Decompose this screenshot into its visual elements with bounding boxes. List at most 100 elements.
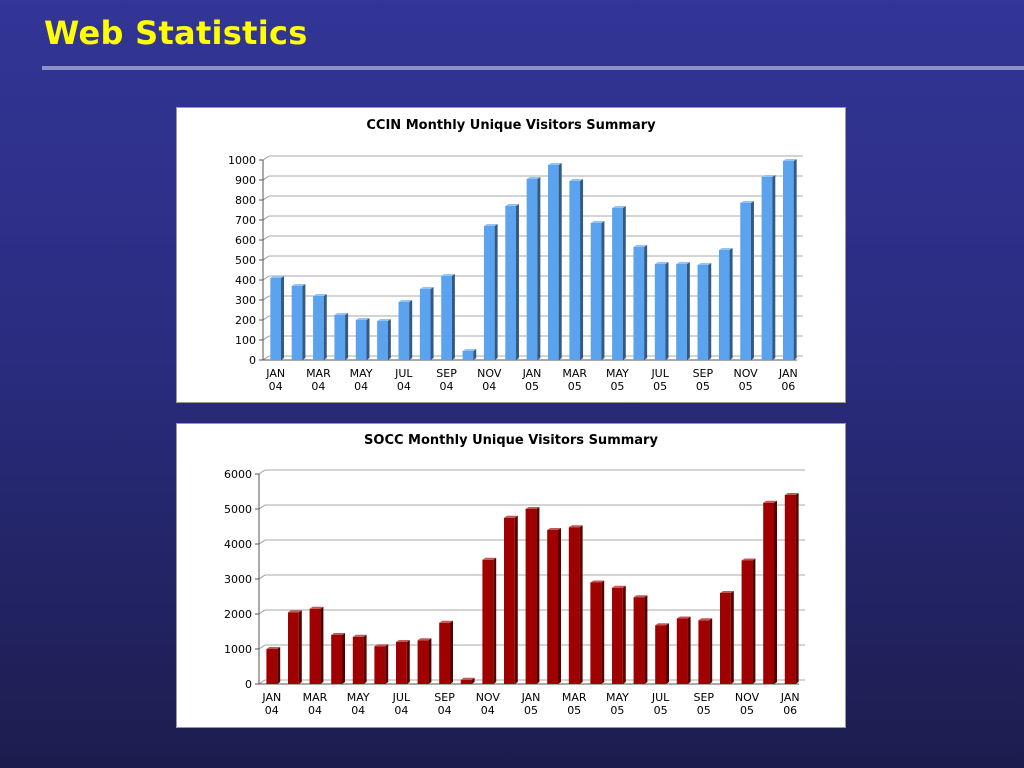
- y-tick-label: 500: [235, 254, 256, 267]
- bar-top: [740, 201, 754, 203]
- x-tick-year: 04: [354, 380, 368, 393]
- x-tick-month: MAY: [350, 367, 373, 380]
- bar-jan-06: [782, 159, 797, 360]
- ccin-visitors-chart: CCIN Monthly Unique Visitors Summary 0 100…: [228, 118, 803, 393]
- bar-front: [309, 608, 321, 684]
- bar-sep-05: [697, 263, 712, 360]
- x-tick-label: SEP 04: [434, 691, 455, 717]
- bar-front: [590, 223, 602, 360]
- bar-top: [590, 221, 605, 223]
- bar-side: [366, 318, 370, 360]
- x-tick-month: NOV: [477, 367, 502, 380]
- bar-side: [494, 224, 498, 360]
- x-tick-year: 04: [438, 704, 452, 717]
- bar-front: [439, 622, 450, 684]
- bar-side: [601, 221, 605, 360]
- bar-top: [504, 515, 518, 518]
- x-tick-year: 05: [610, 380, 624, 393]
- bar-front: [352, 636, 364, 684]
- bar-jan-04: [266, 647, 281, 684]
- bar-side: [795, 493, 799, 684]
- bar-top: [763, 500, 777, 503]
- bar-top: [396, 640, 410, 642]
- bar-apr-05: [590, 221, 605, 360]
- x-tick-year: 05: [654, 704, 668, 717]
- bar-front: [334, 315, 346, 360]
- bar-side: [451, 274, 455, 360]
- bar-side: [687, 616, 691, 684]
- bar-front: [740, 203, 751, 360]
- x-tick-label: NOV 05: [733, 367, 758, 393]
- bar-may-05: [612, 585, 626, 684]
- bar-top: [633, 245, 648, 247]
- bar-nov-04: [482, 557, 497, 684]
- bar-jan-06: [784, 493, 799, 684]
- bar-side: [579, 525, 583, 684]
- x-tick-label: SEP 05: [693, 367, 714, 393]
- bar-top: [633, 595, 648, 598]
- bar-sep-04: [441, 274, 455, 360]
- y-tick-label: 5000: [224, 503, 252, 516]
- bar-front: [291, 286, 303, 360]
- bar-side: [471, 677, 475, 684]
- bar-side: [493, 557, 497, 684]
- bar-sep-04: [439, 620, 453, 684]
- bar-side: [430, 287, 434, 360]
- x-tick-month: MAR: [562, 367, 587, 380]
- gridline-depth: [262, 235, 270, 241]
- bar-oct-04: [462, 349, 477, 360]
- x-tick-year: 05: [696, 380, 710, 393]
- bar-top: [612, 585, 626, 588]
- x-tick-year: 04: [265, 704, 279, 717]
- bar-top: [288, 610, 302, 613]
- slide-title: Web Statistics: [44, 14, 308, 52]
- bar-top: [419, 287, 434, 289]
- x-tick-month: SEP: [434, 691, 455, 704]
- y-tick-label: 200: [235, 314, 256, 327]
- bar-front: [612, 587, 623, 684]
- bar-feb-04: [291, 284, 306, 360]
- bar-nov-05: [741, 558, 756, 684]
- gridline-depth: [262, 255, 270, 261]
- gridline-depth: [258, 679, 266, 685]
- bar-sep-05: [698, 618, 713, 684]
- bar-jul-05: [655, 623, 669, 684]
- bar-top: [377, 319, 391, 321]
- y-tick-label: 3000: [224, 573, 252, 586]
- bar-front: [676, 618, 688, 684]
- bar-jul-05: [654, 262, 669, 360]
- bar-front: [331, 635, 342, 684]
- x-tick-label: JAN 05: [521, 691, 541, 717]
- bar-aug-05: [676, 262, 690, 360]
- x-tick-year: 04: [394, 704, 408, 717]
- x-tick-year: 06: [783, 704, 797, 717]
- x-tick-month: MAR: [306, 367, 331, 380]
- bar-aug-05: [676, 616, 691, 684]
- bar-aug-04: [417, 638, 432, 684]
- x-tick-year: 05: [524, 704, 538, 717]
- gridline-depth: [262, 315, 270, 321]
- socc-chart-panel: SOCC Monthly Unique Visitors Summary 0 100…: [176, 423, 846, 728]
- bar-front: [676, 264, 687, 360]
- x-tick-month: JUL: [394, 367, 413, 380]
- bar-top: [483, 224, 498, 226]
- bar-jun-05: [633, 595, 648, 684]
- gridline-depth: [262, 215, 270, 221]
- bar-front: [761, 177, 773, 360]
- bar-side: [686, 262, 690, 360]
- x-tick-month: NOV: [476, 691, 501, 704]
- x-tick-label: MAR 05: [562, 367, 587, 393]
- bar-front: [569, 181, 581, 360]
- bar-jan-04: [270, 276, 285, 360]
- bar-top: [548, 163, 562, 165]
- x-tick-month: JAN: [780, 691, 800, 704]
- y-tick-label: 400: [235, 274, 256, 287]
- bar-side: [298, 610, 302, 684]
- bar-may-04: [352, 634, 367, 684]
- x-tick-label: JAN 04: [265, 367, 285, 393]
- gridline-depth: [258, 469, 266, 475]
- y-tick-label: 1000: [224, 643, 252, 656]
- bar-side: [409, 300, 413, 360]
- bar-front: [419, 289, 431, 360]
- x-tick-month: JAN: [521, 691, 541, 704]
